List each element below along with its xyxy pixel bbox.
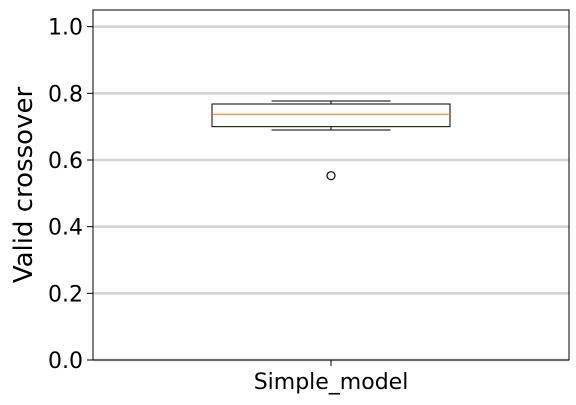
- y-tick-label: 0.8: [48, 82, 83, 107]
- y-tick-label: 0.2: [48, 282, 83, 307]
- y-tick-label: 0.4: [48, 216, 83, 241]
- x-tick-label: Simple_model: [254, 370, 409, 395]
- y-axis-label: Valid crossover: [9, 87, 39, 284]
- y-axis: 0.0 0.2 0.4 0.6 0.8 1.0: [48, 16, 93, 374]
- box-iqr: [211, 103, 451, 128]
- grid-layer: [93, 25, 569, 362]
- outlier-point: [326, 171, 336, 181]
- plot-frame: [92, 9, 570, 361]
- y-tick-label: 0.6: [48, 149, 83, 174]
- y-tick-label: 0.0: [48, 349, 83, 374]
- x-axis: Simple_model: [254, 360, 409, 395]
- y-tick-label: 1.0: [48, 16, 83, 41]
- box-layer: [211, 100, 451, 181]
